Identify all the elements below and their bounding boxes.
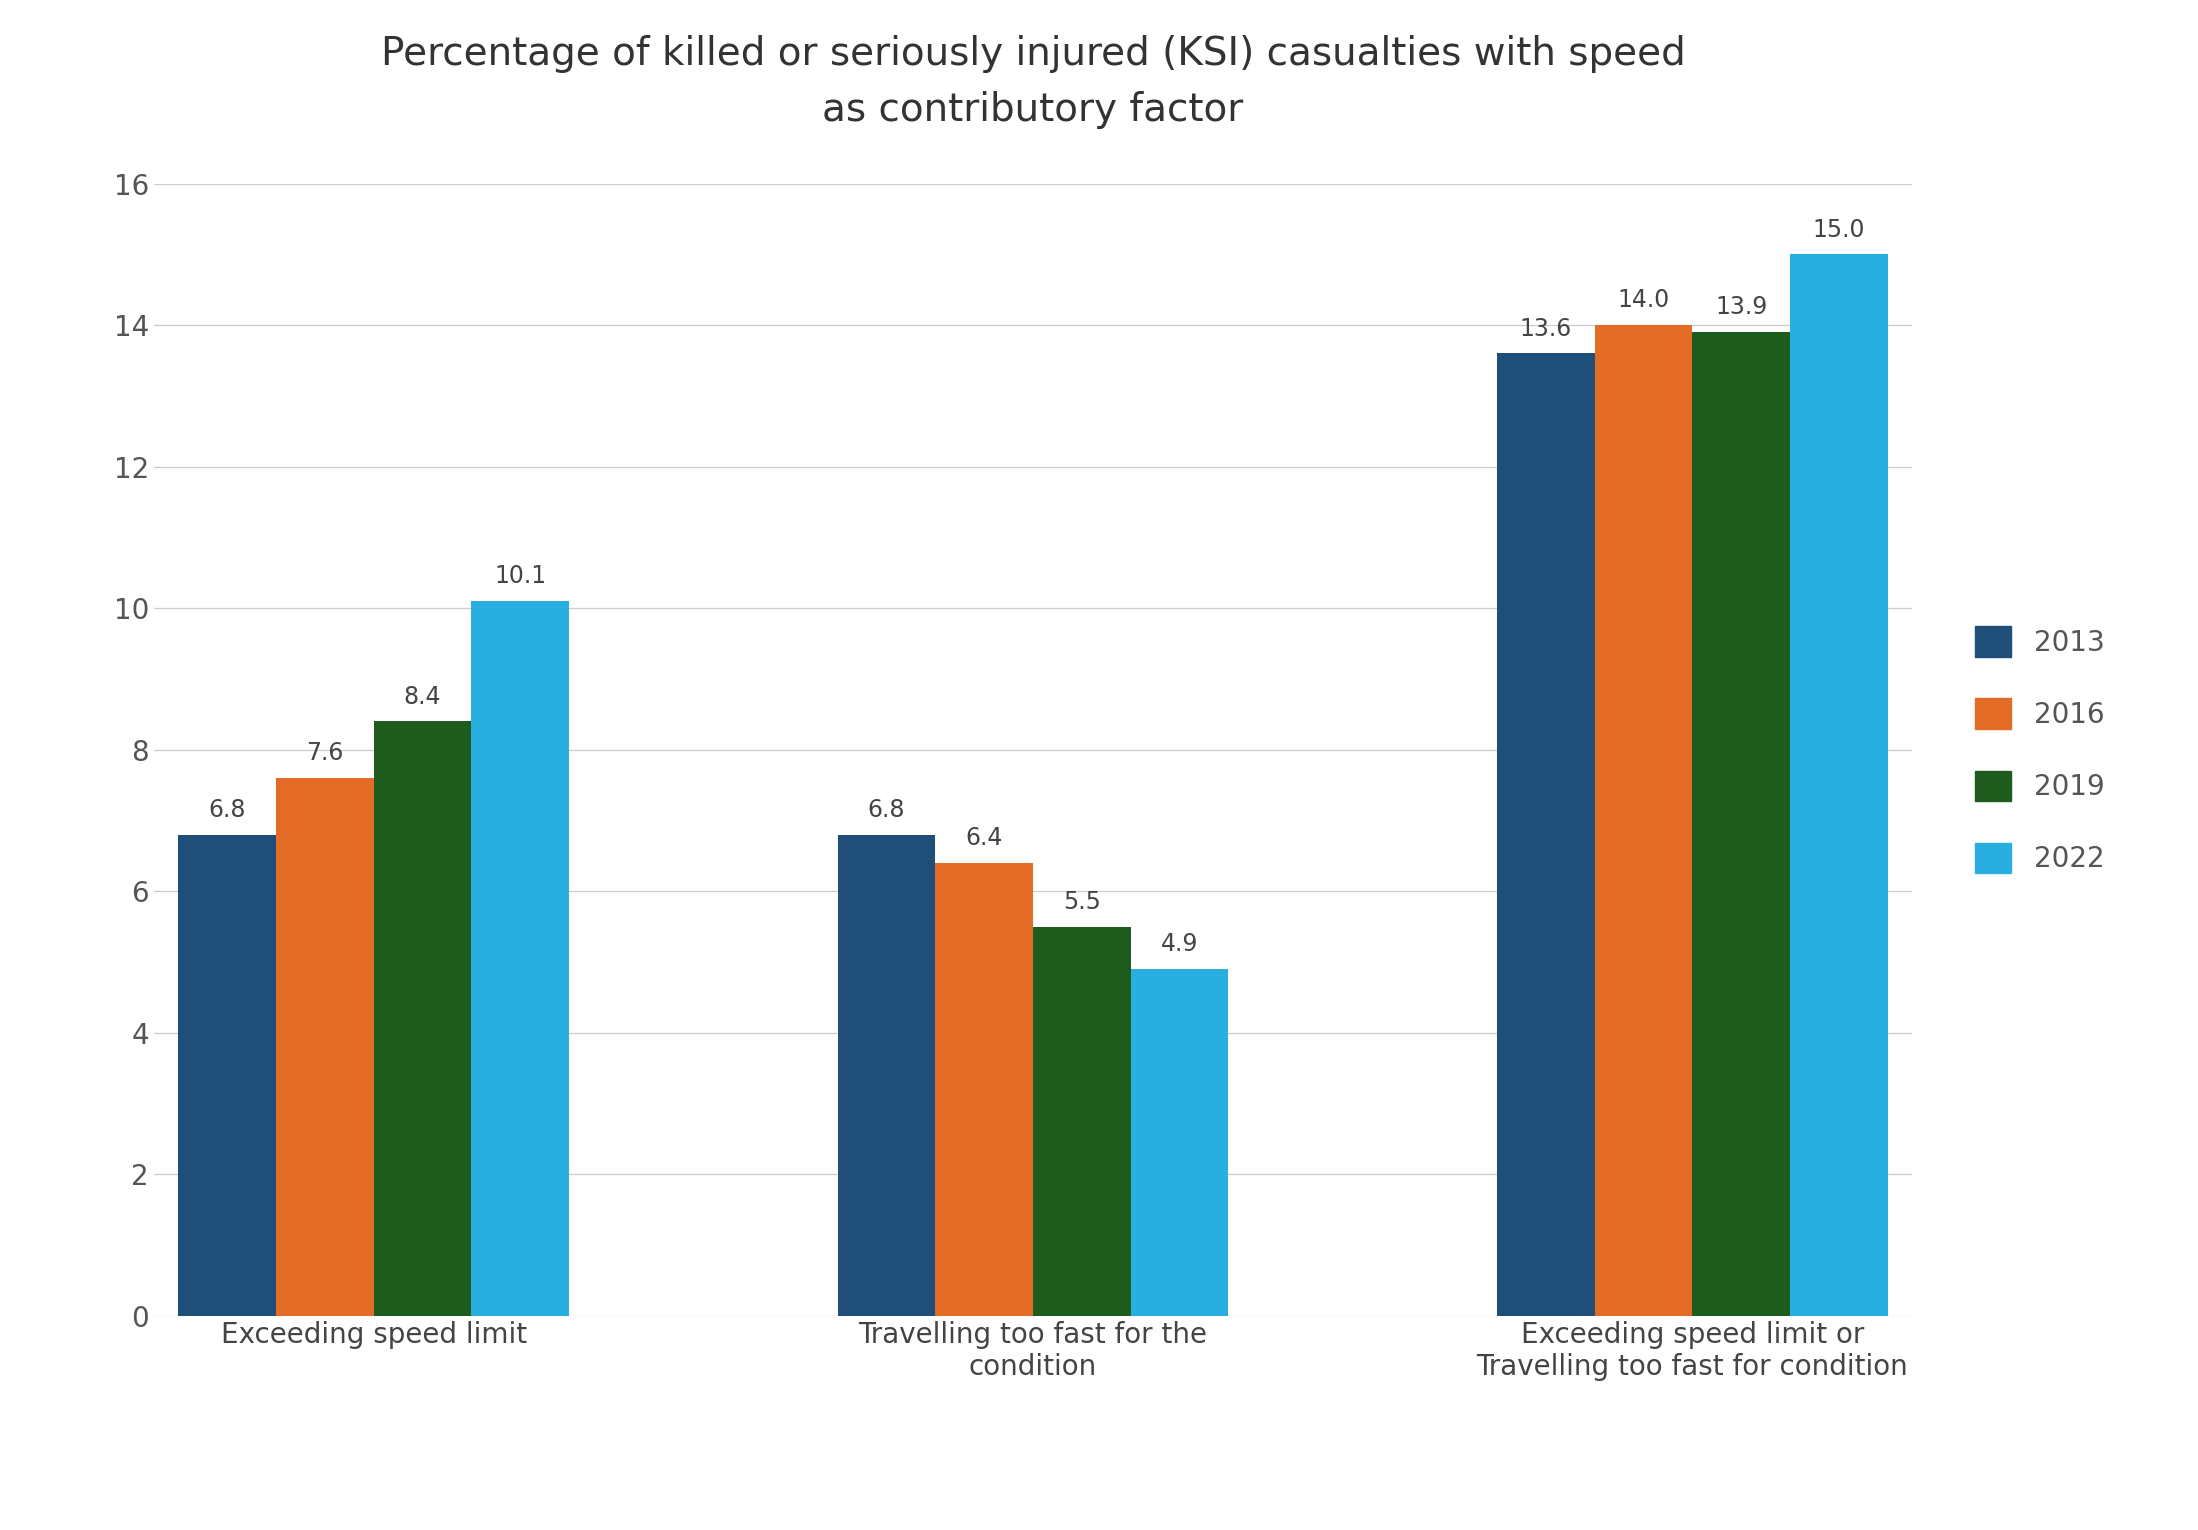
Bar [1130, 968, 1229, 1316]
Bar [1596, 326, 1692, 1316]
Text: 5.5: 5.5 [1064, 890, 1101, 913]
Bar [374, 721, 470, 1316]
Title: Percentage of killed or seriously injured (KSI) casualties with speed
as contrib: Percentage of killed or seriously injure… [380, 35, 1686, 129]
Bar [936, 863, 1033, 1316]
Bar [470, 601, 569, 1316]
Text: 6.8: 6.8 [868, 797, 906, 822]
Text: 7.6: 7.6 [306, 741, 343, 765]
Text: 15.0: 15.0 [1813, 217, 1866, 242]
Legend: 2013, 2016, 2019, 2022: 2013, 2016, 2019, 2022 [1961, 612, 2119, 887]
Text: 14.0: 14.0 [1618, 288, 1670, 312]
Bar [178, 835, 277, 1316]
Text: 8.4: 8.4 [404, 684, 442, 708]
Text: 13.9: 13.9 [1714, 295, 1767, 320]
Bar [277, 777, 374, 1316]
Text: 6.4: 6.4 [965, 826, 1002, 851]
Bar [1033, 927, 1130, 1316]
Bar [837, 835, 936, 1316]
Bar [1692, 332, 1789, 1316]
Text: 10.1: 10.1 [495, 565, 547, 589]
Text: 13.6: 13.6 [1519, 317, 1572, 341]
Text: 6.8: 6.8 [209, 797, 246, 822]
Bar [1789, 254, 1888, 1316]
Text: 4.9: 4.9 [1161, 932, 1198, 956]
Bar [1497, 353, 1596, 1316]
